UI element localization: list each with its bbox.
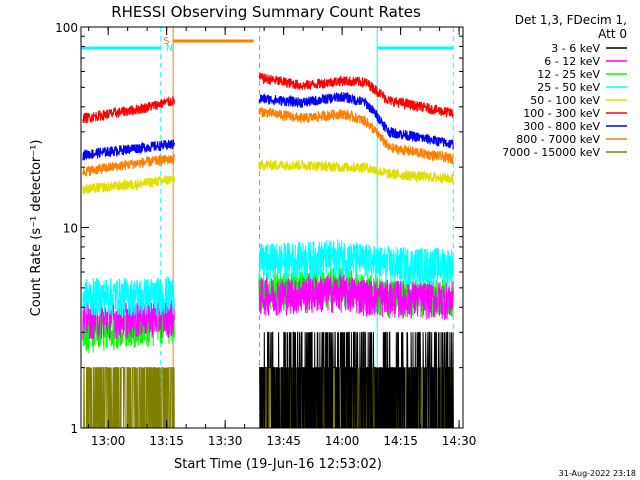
legend-label-6: 100 - 300 keV: [523, 107, 600, 120]
x-tick-label-14:15: 14:15: [383, 434, 418, 448]
annotation-saa: S: [163, 36, 169, 47]
x-axis-label: Start Time (19-Jun-16 12:53:02): [174, 457, 382, 472]
legend-label-3: 12 - 25 keV: [537, 68, 600, 81]
legend-label-4: 25 - 50 keV: [537, 81, 600, 94]
legend-header-line-2: Att 0: [598, 27, 627, 41]
legend-label-5: 50 - 100 keV: [530, 94, 600, 107]
legend-label-8: 800 - 7000 keV: [516, 133, 600, 146]
timestamp: 31-Aug-2022 23:18: [559, 469, 636, 478]
legend-label-2: 6 - 12 keV: [544, 55, 600, 68]
series-line-5: [82, 159, 454, 195]
x-tick-label-13:00: 13:00: [91, 434, 126, 448]
legend-label-7: 300 - 800 keV: [523, 120, 600, 133]
series-line-7: [82, 91, 454, 161]
series-line-6: [82, 72, 454, 124]
x-tick-label-13:45: 13:45: [266, 434, 301, 448]
plot-area: [81, 27, 463, 428]
series-line-8: [82, 106, 454, 177]
legend-label-1: 3 - 6 keV: [551, 42, 600, 55]
x-tick-label-13:15: 13:15: [149, 434, 184, 448]
series-layer: [82, 72, 454, 429]
x-tick-label-13:30: 13:30: [208, 434, 243, 448]
x-tick-label-14:00: 14:00: [325, 434, 360, 448]
legend-header-line-1: Det 1,3, FDecim 1,: [515, 13, 627, 27]
plot-frame-fill: [81, 27, 463, 428]
chart-title: RHESSI Observing Summary Count Rates: [111, 3, 421, 21]
axes: 1 10 100 13:00 13:15 13:30 13:45 14:00 14:15 14:3…: [55, 21, 476, 448]
annotation-night: N: [166, 43, 173, 54]
legend-label-9: 7000 - 15000 keV: [502, 146, 600, 159]
y-tick-label-10: 10: [63, 222, 78, 236]
y-tick-label-100: 100: [55, 21, 78, 35]
x-tick-label-14:30: 14:30: [442, 434, 477, 448]
y-tick-label-1: 1: [70, 422, 78, 436]
series-line-4: [82, 239, 454, 317]
y-axis-label: Count Rate (s⁻¹ detector⁻¹): [29, 140, 44, 317]
